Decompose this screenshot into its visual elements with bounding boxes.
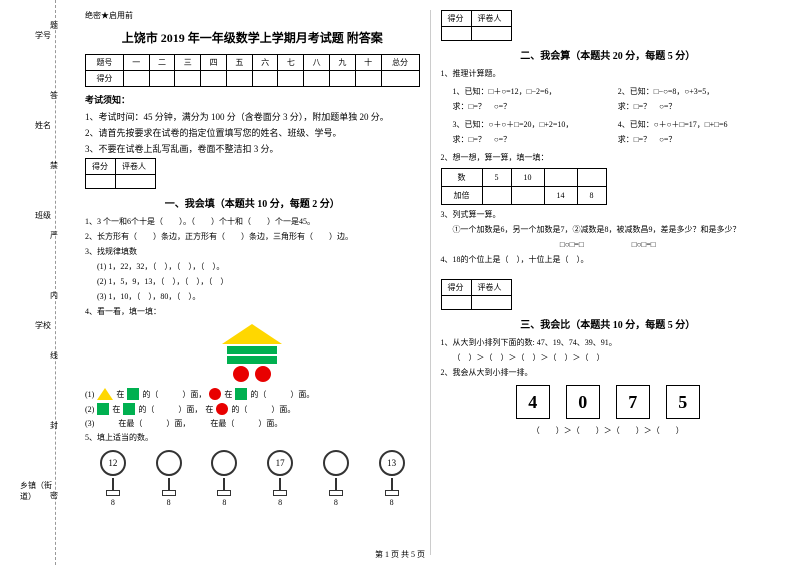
table-row: 加倍 14 8 [441, 187, 606, 205]
number-box: 0 [566, 385, 600, 419]
sign-item: 8 [156, 450, 182, 507]
score-box: 得分评卷人 [441, 279, 512, 310]
question: 3、找规律填数 [85, 246, 420, 258]
question: 2、长方形有（ ）条边，正方形有（ ）条边，三角形有（ ）边。 [85, 231, 420, 243]
triangle-icon [97, 388, 113, 400]
rectangle-icon [227, 356, 277, 364]
sign-item: 128 [100, 450, 126, 507]
circle-icon [216, 403, 228, 415]
question: 1、推理计算题。 [441, 68, 776, 80]
question: 4、18的个位上是（ ），十位上是（ ）。 [441, 254, 776, 266]
question: 4、看一看，填一填： [85, 306, 420, 318]
section-1-title: 一、我会填（本题共 10 分，每题 2 分） [85, 195, 420, 210]
notice-item: 2、请首先按要求在试卷的指定位置填写您的姓名、班级、学号。 [85, 126, 420, 139]
margin-label: 学校 [35, 320, 51, 331]
question: 1、3 个一和6个十是（ ）。（ ）个十和（ ）个一是45。 [85, 216, 420, 228]
seal-char: 内 [50, 290, 58, 301]
question-sub: 求：□=？ ○=？ [441, 134, 598, 146]
question-sub: 1、已知：□＋○=12，□−2=6， [441, 86, 598, 98]
number-box: 5 [666, 385, 700, 419]
notice-item: 3、不要在试卷上乱写乱画，卷面不整洁扣 3 分。 [85, 142, 420, 155]
seal-char: 封 [50, 420, 58, 431]
margin-label: 姓名 [35, 120, 51, 131]
circle-icon [255, 366, 271, 382]
question: 5、填上适当的数。 [85, 432, 420, 444]
seal-char: 题 [50, 20, 58, 31]
number-boxes: 4 0 7 5 [441, 385, 776, 419]
content-area: 绝密★启用前 上饶市 2019 年一年级数学上学期月考试题 附答案 题号 一 二… [60, 0, 800, 565]
square-icon [97, 403, 109, 415]
equation-blank: □○□=□ □○□=□ [441, 239, 776, 251]
score-box: 得分评卷人 [441, 10, 512, 41]
triangle-icon [222, 324, 282, 344]
seal-char: 严 [50, 230, 58, 241]
compare-row: （ ）＞（ ）＞（ ）＞（ ） [441, 425, 776, 437]
shape-question-row: (3) 在最（ ）面， 在最（ ）面。 [85, 418, 420, 429]
sign-item: 8 [323, 450, 349, 507]
right-column: 得分评卷人 二、我会算（本题共 20 分，每题 5 分） 1、推理计算题。 1、… [431, 10, 786, 555]
notice-item: 1、考试时间：45 分钟，满分为 100 分（含卷面分 3 分），附加题单独 2… [85, 110, 420, 123]
question-sub: （ ）＞（ ）＞（ ）＞（ ）＞（ ） [441, 352, 776, 364]
question: 1、从大到小排列下面的数: 47、19、74、39、91。 [441, 337, 776, 349]
question: 3、列式算一算。 [441, 209, 776, 221]
seal-char: 禁 [50, 160, 58, 171]
number-box: 4 [516, 385, 550, 419]
table-row: 得分 [86, 71, 420, 87]
square-icon [127, 388, 139, 400]
question: 2、想一想，算一算，填一填： [441, 152, 776, 164]
shape-question-row: (2) 在 的（ ）面， 在 的（ ）面。 [85, 403, 420, 415]
seal-char: 线 [50, 350, 58, 361]
question-sub: 3、已知：○＋○＋□=20，□+2=10， [441, 119, 598, 131]
square-icon [123, 403, 135, 415]
seal-char: 密 [50, 490, 58, 501]
secret-mark: 绝密★启用前 [85, 10, 420, 21]
margin-label: 学号 [35, 30, 51, 41]
section-3-title: 三、我会比（本题共 10 分，每题 5 分） [441, 316, 776, 331]
exam-page: 学号 姓名 班级 学校 乡镇（街道） 题 答 禁 严 内 线 封 密 绝密★启用… [0, 0, 800, 565]
score-box: 得分评卷人 [85, 158, 156, 189]
question: 2、我会从大到小排一排。 [441, 367, 776, 379]
page-number: 第 1 页 共 5 页 [0, 549, 800, 560]
question-sub: (1) 1，22，32，（ ），（ ），（ ）。 [85, 261, 420, 273]
question-sub: (3) 1，10，（ ），80，（ ）。 [85, 291, 420, 303]
question-sub: 2、已知：□−○=8，○+3=5， [618, 86, 775, 98]
section-2-title: 二、我会算（本题共 20 分，每题 5 分） [441, 47, 776, 62]
circle-icon [233, 366, 249, 382]
question-sub: ①一个加数是6，另一个加数是7，②减数是8，被减数昌9，差是多少？和是多少？ [441, 224, 776, 236]
question-sub: 求：□=？ ○=？ [441, 101, 598, 113]
sign-row: 128 8 8 178 8 138 [85, 450, 420, 507]
number-box: 7 [616, 385, 650, 419]
notice-title: 考试须知： [85, 93, 420, 106]
binding-margin: 学号 姓名 班级 学校 乡镇（街道） 题 答 禁 严 内 线 封 密 [0, 0, 60, 565]
house-figure [85, 324, 420, 382]
left-column: 绝密★启用前 上饶市 2019 年一年级数学上学期月考试题 附答案 题号 一 二… [75, 10, 431, 555]
question-sub: 4、已知：○＋○＋□=17，□+□=6 [618, 119, 775, 131]
margin-label: 班级 [35, 210, 51, 221]
question-sub: (2) 1，5，9，13，（ ），（ ），（ ） [85, 276, 420, 288]
circle-icon [209, 388, 221, 400]
think-table: 数 5 10 加倍 14 8 [441, 168, 607, 205]
square-icon [235, 388, 247, 400]
exam-title: 上饶市 2019 年一年级数学上学期月考试题 附答案 [85, 29, 420, 46]
table-row: 题号 一 二 三 四 五 六 七 八 九 十 总分 [86, 55, 420, 71]
sign-item: 178 [267, 450, 293, 507]
shape-question-row: (1) 在 的（ ）面， 在 的（ ）面。 [85, 388, 420, 400]
sign-item: 138 [379, 450, 405, 507]
rectangle-icon [227, 346, 277, 354]
sign-item: 8 [211, 450, 237, 507]
question-sub: 求：□=？ ○=？ [618, 101, 775, 113]
question-sub: 求：□=？ ○=？ [618, 134, 775, 146]
seal-char: 答 [50, 90, 58, 101]
table-row: 数 5 10 [441, 169, 606, 187]
score-table: 题号 一 二 三 四 五 六 七 八 九 十 总分 得分 [85, 54, 420, 87]
